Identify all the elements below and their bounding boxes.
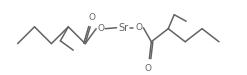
Text: O: O bbox=[145, 64, 152, 73]
Text: O: O bbox=[89, 13, 96, 22]
Text: Sr: Sr bbox=[119, 23, 128, 33]
Text: O: O bbox=[136, 23, 143, 32]
Text: O: O bbox=[98, 24, 105, 33]
